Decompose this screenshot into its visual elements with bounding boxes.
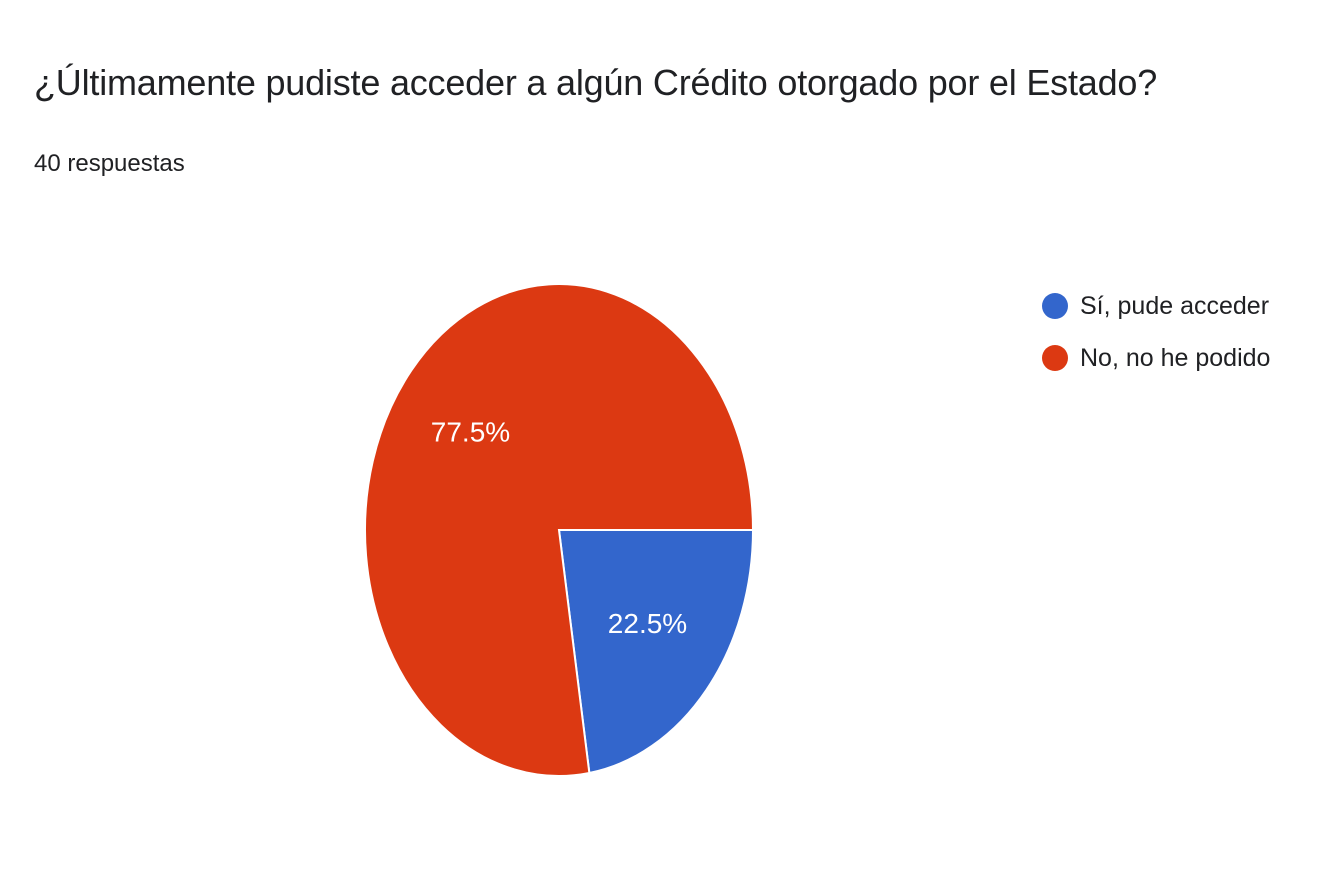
legend-label: Sí, pude acceder: [1080, 291, 1270, 320]
legend-label: No, no he podido: [1080, 343, 1271, 372]
pie-slice-label-2: 77.5%: [431, 417, 510, 448]
pie-slice-2[interactable]: [364, 283, 755, 777]
pie-chart: 22.5% 77.5%: [340, 260, 780, 800]
pie-chart-svg: 22.5% 77.5%: [364, 283, 755, 777]
legend-item-2[interactable]: No, no he podido: [1042, 332, 1270, 384]
chart-legend: Sí, pude acceder No, no he podido: [1042, 280, 1270, 384]
legend-item-1[interactable]: Sí, pude acceder: [1042, 280, 1270, 332]
legend-dot-icon: [1042, 293, 1068, 319]
pie-slice-label-1: 22.5%: [608, 608, 687, 639]
pie-slice-1[interactable]: [557, 529, 755, 775]
question-title: ¿Últimamente pudiste acceder a algún Cré…: [34, 62, 1158, 103]
legend-dot-icon: [1042, 345, 1068, 371]
response-count: 40 respuestas: [34, 150, 185, 177]
